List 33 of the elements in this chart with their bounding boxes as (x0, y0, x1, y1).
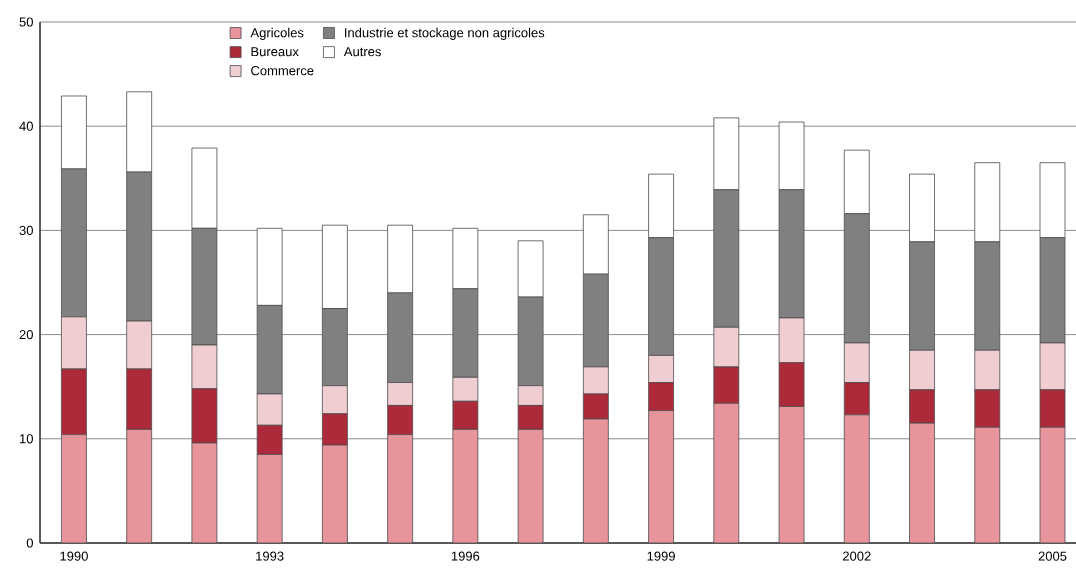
bar (843, 414, 870, 543)
bar (974, 426, 1001, 543)
y-tick-label: 40 (19, 121, 33, 131)
bar (387, 434, 414, 543)
bar (61, 434, 87, 543)
legend-label: Commerce (251, 66, 314, 76)
bar (909, 422, 935, 543)
bar (582, 418, 609, 543)
bar (517, 429, 544, 543)
x-tick-label: 2002 (843, 551, 871, 561)
bar (126, 429, 153, 543)
bar (1039, 426, 1066, 543)
y-tick-label: 10 (20, 434, 33, 444)
bar (778, 406, 805, 543)
legend-label: Autres (343, 47, 381, 57)
bar (321, 444, 348, 543)
bar (713, 402, 740, 543)
bar (256, 454, 283, 543)
x-tick-label: 1990 (60, 551, 88, 561)
x-tick-label: 1993 (256, 551, 284, 561)
bar (452, 429, 479, 543)
y-tick-label: 50 (19, 17, 33, 27)
x-tick-label: 2005 (1038, 551, 1067, 561)
y-tick-label: 30 (19, 225, 33, 235)
legend-label: Agricoles (250, 27, 304, 40)
bar (648, 410, 674, 543)
legend-label: Industrie et stockage non agricoles (345, 27, 545, 40)
bar (191, 442, 218, 543)
x-tick-label: 1996 (451, 551, 480, 561)
legend-label: Bureaux (251, 47, 299, 57)
x-tick-label: 1999 (647, 551, 675, 561)
y-tick-label: 0 (26, 538, 33, 548)
y-tick-label: 20 (19, 329, 33, 340)
